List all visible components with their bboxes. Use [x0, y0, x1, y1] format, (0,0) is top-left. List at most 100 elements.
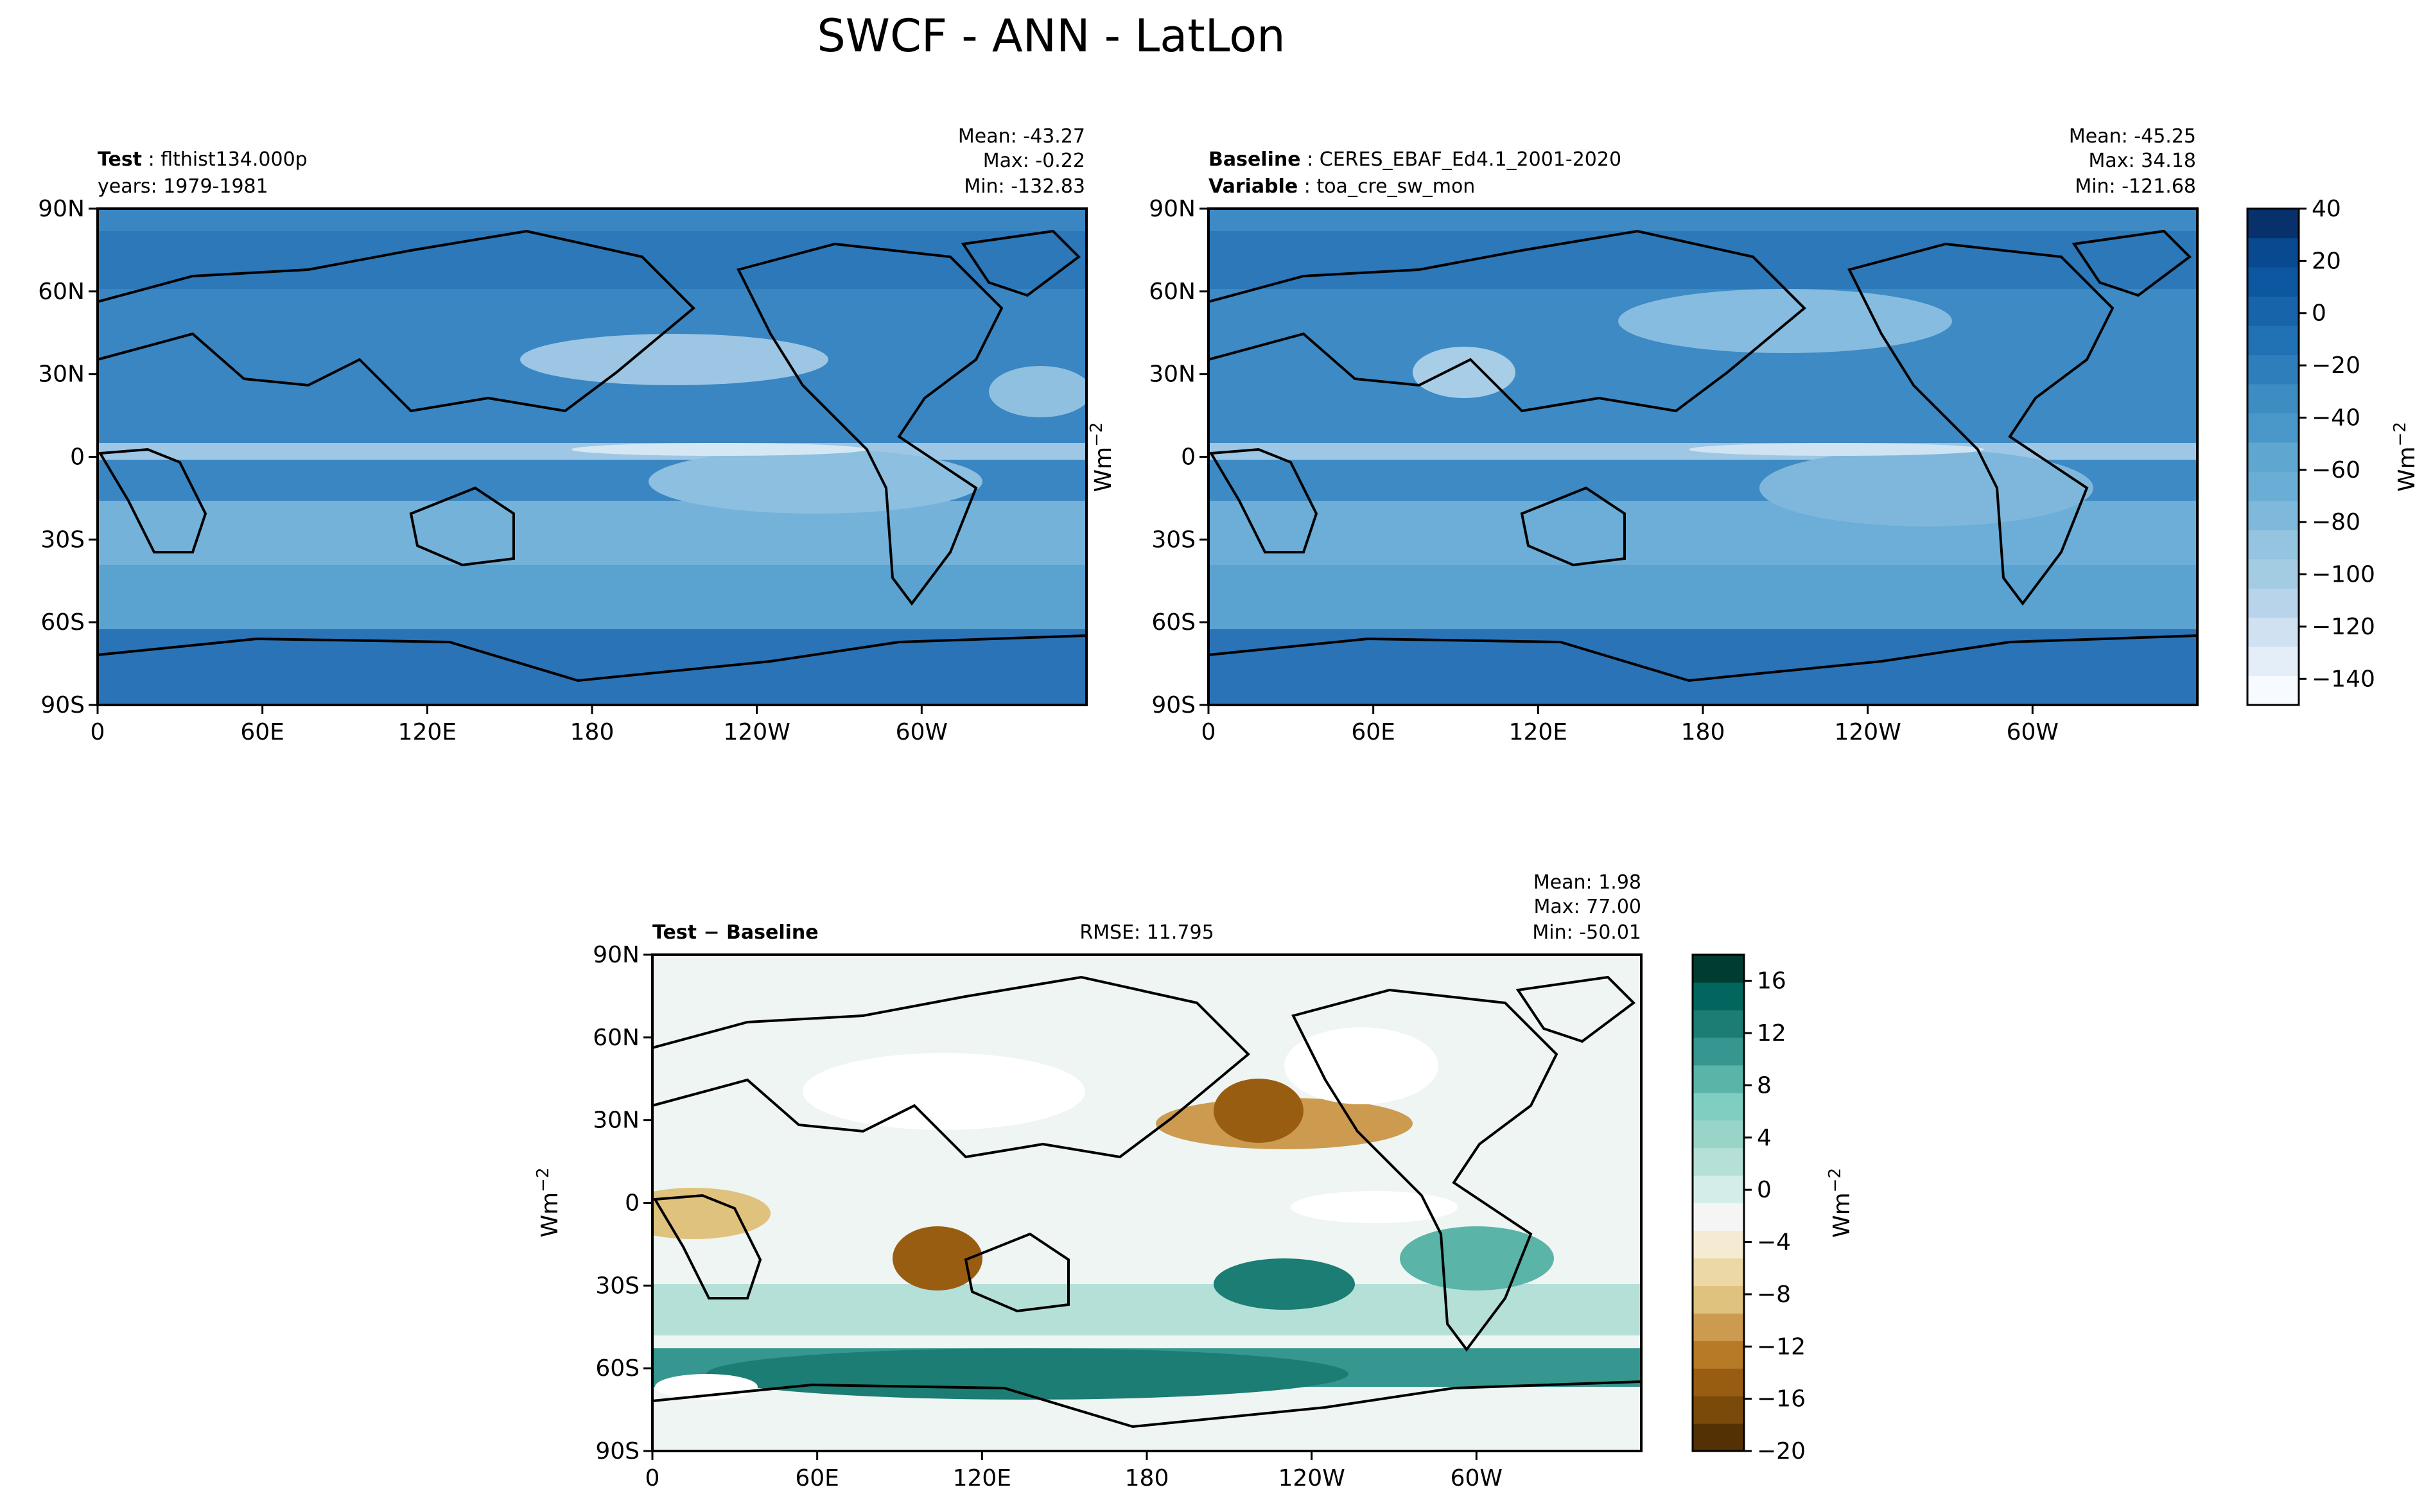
colorbar-difference-label: Wm−2	[1826, 1168, 1855, 1238]
baseline-xtick-label: 120W	[1835, 719, 1901, 745]
colorbar-top-tick-label: −60	[2312, 457, 2360, 483]
colorbar-difference-level	[1693, 1147, 1744, 1176]
baseline-band-polar-north	[1208, 231, 2197, 289]
colorbar-top-level	[2247, 588, 2299, 618]
difference-ytick-label: 60N	[593, 1025, 640, 1051]
test-itcz-core	[571, 443, 867, 456]
test-ytick-label: 90N	[38, 196, 85, 222]
difference-units-label: Wm−2	[534, 1168, 563, 1238]
test-band-storm-south	[98, 565, 1086, 629]
baseline-xtick-label: 180	[1681, 719, 1725, 745]
difference-axes: 0 60E 120E 180 120W 60W 90N 60N 30N 0 30S 60S 90S	[593, 942, 1503, 1491]
difference-africa-coast	[652, 1194, 762, 1299]
test-antarctica-coast	[98, 634, 1086, 682]
test-max: Max: -0.22	[983, 150, 1085, 172]
panel-baseline: Baseline : CERES_EBAF_Ed4.1_2001-2020 Va…	[1087, 125, 2199, 745]
test-band-subtrop-south	[98, 501, 1086, 565]
colorbar-top-tick-label: 40	[2312, 196, 2341, 222]
colorbar-top-level	[2247, 354, 2299, 385]
baseline-ytick-label: 0	[1181, 444, 1196, 471]
colorbar-top-level	[2247, 296, 2299, 326]
colorbar-top-level	[2247, 325, 2299, 355]
colorbar-difference-level	[1693, 1203, 1744, 1231]
baseline-itcz-core	[1689, 443, 1984, 456]
baseline-greenland-coast	[2071, 229, 2192, 297]
panel-difference: Test − Baseline RMSE: 11.795 Mean: 1.98 …	[534, 871, 1643, 1491]
baseline-xtick-label: 60E	[1351, 719, 1395, 745]
baseline-coastlines	[1208, 229, 2197, 682]
colorbar-top-tick-label: −20	[2312, 352, 2360, 379]
colorbar-difference-tick-label: 12	[1757, 1020, 1786, 1047]
difference-xtick-label: 60E	[795, 1465, 839, 1491]
colorbar-difference-level	[1693, 1230, 1744, 1258]
colorbar-difference-level	[1693, 1092, 1744, 1121]
difference-label: Test − Baseline	[652, 921, 819, 944]
baseline-variable: Variable : toa_cre_sw_mon	[1208, 175, 1475, 198]
colorbar-top-level	[2247, 675, 2299, 706]
colorbar-difference-frame	[1691, 953, 1745, 1452]
colorbar-top-label-base: Wm	[2394, 446, 2420, 492]
difference-map	[652, 955, 1641, 1451]
difference-missing-data	[655, 1027, 1458, 1400]
test-ytick-label: 30S	[40, 526, 85, 553]
baseline-xtick-label: 0	[1201, 719, 1216, 745]
baseline-pac-strato-south	[1759, 449, 2093, 526]
test-band-polar-north	[98, 231, 1086, 289]
colorbar-difference-level	[1693, 1037, 1744, 1066]
test-coastlines	[98, 229, 1086, 682]
difference-indian-dry	[893, 1226, 982, 1290]
colorbar-top-tick-label: −140	[2312, 666, 2375, 692]
colorbar-top-frame	[2246, 207, 2300, 706]
test-xtick-label: 60W	[896, 719, 948, 745]
colorbar-difference-level	[1693, 1285, 1744, 1314]
difference-antarctic-wet	[706, 1348, 1348, 1400]
colorbar-difference-tick-label: 8	[1757, 1072, 1772, 1099]
baseline-units-base: Wm	[1090, 447, 1117, 492]
difference-ytick-label: 60S	[595, 1355, 640, 1382]
colorbar-difference-tick-label: 0	[1757, 1177, 1772, 1203]
test-mean: Mean: -43.27	[958, 125, 1085, 148]
colorbar-difference-level	[1693, 1368, 1744, 1396]
difference-xtick-label: 120W	[1278, 1465, 1345, 1491]
baseline-label-value: CERES_EBAF_Ed4.1_2001-2020	[1320, 148, 1621, 171]
colorbar-difference-tick-label: 16	[1757, 968, 1786, 995]
test-label: Test : flthist134.000p	[98, 148, 308, 171]
difference-mean: Mean: 1.98	[1533, 871, 1641, 894]
colorbar-top-level	[2247, 383, 2299, 413]
test-australia-coast	[409, 486, 515, 567]
baseline-label: Baseline : CERES_EBAF_Ed4.1_2001-2020	[1208, 148, 1621, 171]
baseline-variable-value: toa_cre_sw_mon	[1316, 175, 1475, 198]
difference-min: Min: -50.01	[1532, 921, 1641, 944]
test-xtick-label: 120W	[724, 719, 790, 745]
difference-xtick-label: 120E	[953, 1465, 1011, 1491]
baseline-asia-bright	[1413, 347, 1515, 398]
colorbar-top-label: Wm−2	[2391, 422, 2420, 492]
colorbar-top-tick-label: −80	[2312, 509, 2360, 535]
difference-units-base: Wm	[537, 1192, 563, 1238]
difference-missing-asia	[803, 1053, 1085, 1130]
colorbar-difference-tick-label: −20	[1757, 1438, 1806, 1464]
baseline-map	[1208, 209, 2197, 705]
colorbar-top-level	[2247, 209, 2299, 239]
baseline-units-label: Wm−2	[1087, 422, 1117, 492]
colorbar-top-level	[2247, 471, 2299, 501]
baseline-variable-colon: :	[1298, 175, 1316, 198]
test-ytick-label: 60N	[38, 279, 85, 305]
colorbar-difference-tick-label: 4	[1757, 1125, 1772, 1151]
colorbar-top-level	[2247, 238, 2299, 268]
colorbar-difference-label-exp: −2	[1826, 1168, 1845, 1192]
difference-ytick-label: 0	[625, 1190, 640, 1217]
colorbar-difference-level	[1693, 1120, 1744, 1149]
baseline-ytick-label: 90N	[1149, 196, 1196, 222]
colorbar-difference-level	[1693, 955, 1744, 983]
colorbar-top-tick-label: 20	[2312, 248, 2341, 274]
colorbar-top-tick-label: −120	[2312, 614, 2375, 640]
colorbar-difference-label-base: Wm	[1829, 1192, 1855, 1238]
baseline-units-text: Wm−2	[1087, 422, 1117, 492]
difference-pacific-north-dry	[1214, 1079, 1304, 1143]
baseline-americas-coast	[1847, 242, 2115, 606]
test-eurasia-coast	[98, 229, 695, 413]
difference-ytick-label: 30N	[593, 1108, 640, 1134]
difference-ytick-label: 90N	[593, 942, 640, 968]
baseline-variable-bold: Variable	[1208, 175, 1298, 198]
